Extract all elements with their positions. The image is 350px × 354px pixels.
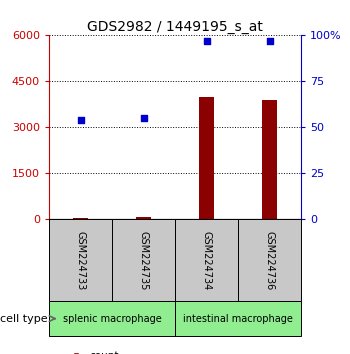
Bar	[49, 219, 112, 301]
Legend: count, percentile rank within the sample: count, percentile rank within the sample	[61, 347, 270, 354]
Point	[267, 38, 272, 44]
Text: cell type: cell type	[0, 314, 47, 324]
Bar	[199, 97, 214, 219]
Bar	[175, 219, 238, 301]
Bar	[136, 217, 151, 219]
Bar	[262, 100, 277, 219]
Text: splenic macrophage: splenic macrophage	[63, 314, 161, 324]
Point	[204, 38, 209, 44]
Text: GSM224735: GSM224735	[139, 230, 148, 290]
Text: GSM224734: GSM224734	[202, 230, 211, 290]
Text: GSM224736: GSM224736	[265, 230, 274, 290]
Point	[141, 115, 146, 121]
Text: intestinal macrophage: intestinal macrophage	[183, 314, 293, 324]
Text: GSM224733: GSM224733	[76, 230, 85, 290]
Title: GDS2982 / 1449195_s_at: GDS2982 / 1449195_s_at	[87, 21, 263, 34]
Bar	[238, 219, 301, 301]
Bar	[73, 218, 88, 219]
Bar	[112, 219, 175, 301]
Bar	[49, 301, 175, 336]
Point	[78, 117, 83, 123]
Bar	[175, 301, 301, 336]
